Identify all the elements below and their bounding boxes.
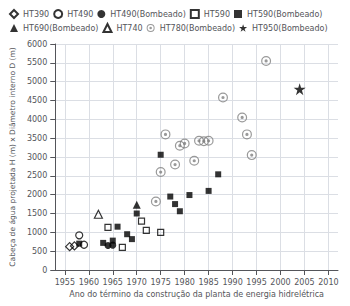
- svg-text:HT690(Bombeado): HT690(Bombeado): [23, 24, 98, 33]
- svg-text:2000: 2000: [27, 190, 47, 199]
- svg-text:500: 500: [32, 247, 47, 256]
- svg-text:HT490: HT490: [67, 10, 93, 19]
- svg-text:Cabeça de água projetada H (m): Cabeça de água projetada H (m) x Diâmetr…: [8, 47, 17, 266]
- svg-text:Ano do término da construção d: Ano do término da construção da planta d…: [69, 289, 324, 299]
- svg-text:HT950(Bombeado): HT950(Bombeado): [252, 24, 327, 33]
- svg-text:1995: 1995: [246, 278, 266, 287]
- svg-text:1000: 1000: [27, 228, 47, 237]
- svg-text:HT490(Bombeado): HT490(Bombeado): [110, 10, 185, 19]
- svg-text:1500: 1500: [27, 209, 47, 218]
- svg-text:2000: 2000: [270, 278, 290, 287]
- svg-text:6000: 6000: [27, 40, 47, 49]
- svg-text:HT590(Bombeado): HT590(Bombeado): [247, 10, 322, 19]
- svg-text:HT590: HT590: [204, 10, 230, 19]
- svg-text:3500: 3500: [27, 134, 47, 143]
- svg-text:1980: 1980: [174, 278, 194, 287]
- svg-text:1960: 1960: [79, 278, 99, 287]
- svg-text:4000: 4000: [27, 115, 47, 124]
- svg-text:2500: 2500: [27, 171, 47, 180]
- svg-text:5000: 5000: [27, 77, 47, 86]
- svg-text:3000: 3000: [27, 153, 47, 162]
- svg-text:1970: 1970: [127, 278, 147, 287]
- svg-text:1975: 1975: [151, 278, 171, 287]
- svg-text:2010: 2010: [318, 278, 338, 287]
- svg-text:2005: 2005: [294, 278, 314, 287]
- svg-text:HT780(Bombeado): HT780(Bombeado): [160, 24, 235, 33]
- svg-text:0: 0: [42, 266, 47, 275]
- svg-text:1965: 1965: [103, 278, 123, 287]
- svg-text:1985: 1985: [198, 278, 218, 287]
- svg-text:5500: 5500: [27, 58, 47, 67]
- svg-text:1990: 1990: [222, 278, 242, 287]
- svg-text:1955: 1955: [55, 278, 75, 287]
- svg-text:HT390: HT390: [23, 10, 49, 19]
- svg-text:HT740: HT740: [116, 24, 142, 33]
- svg-text:4500: 4500: [27, 96, 47, 105]
